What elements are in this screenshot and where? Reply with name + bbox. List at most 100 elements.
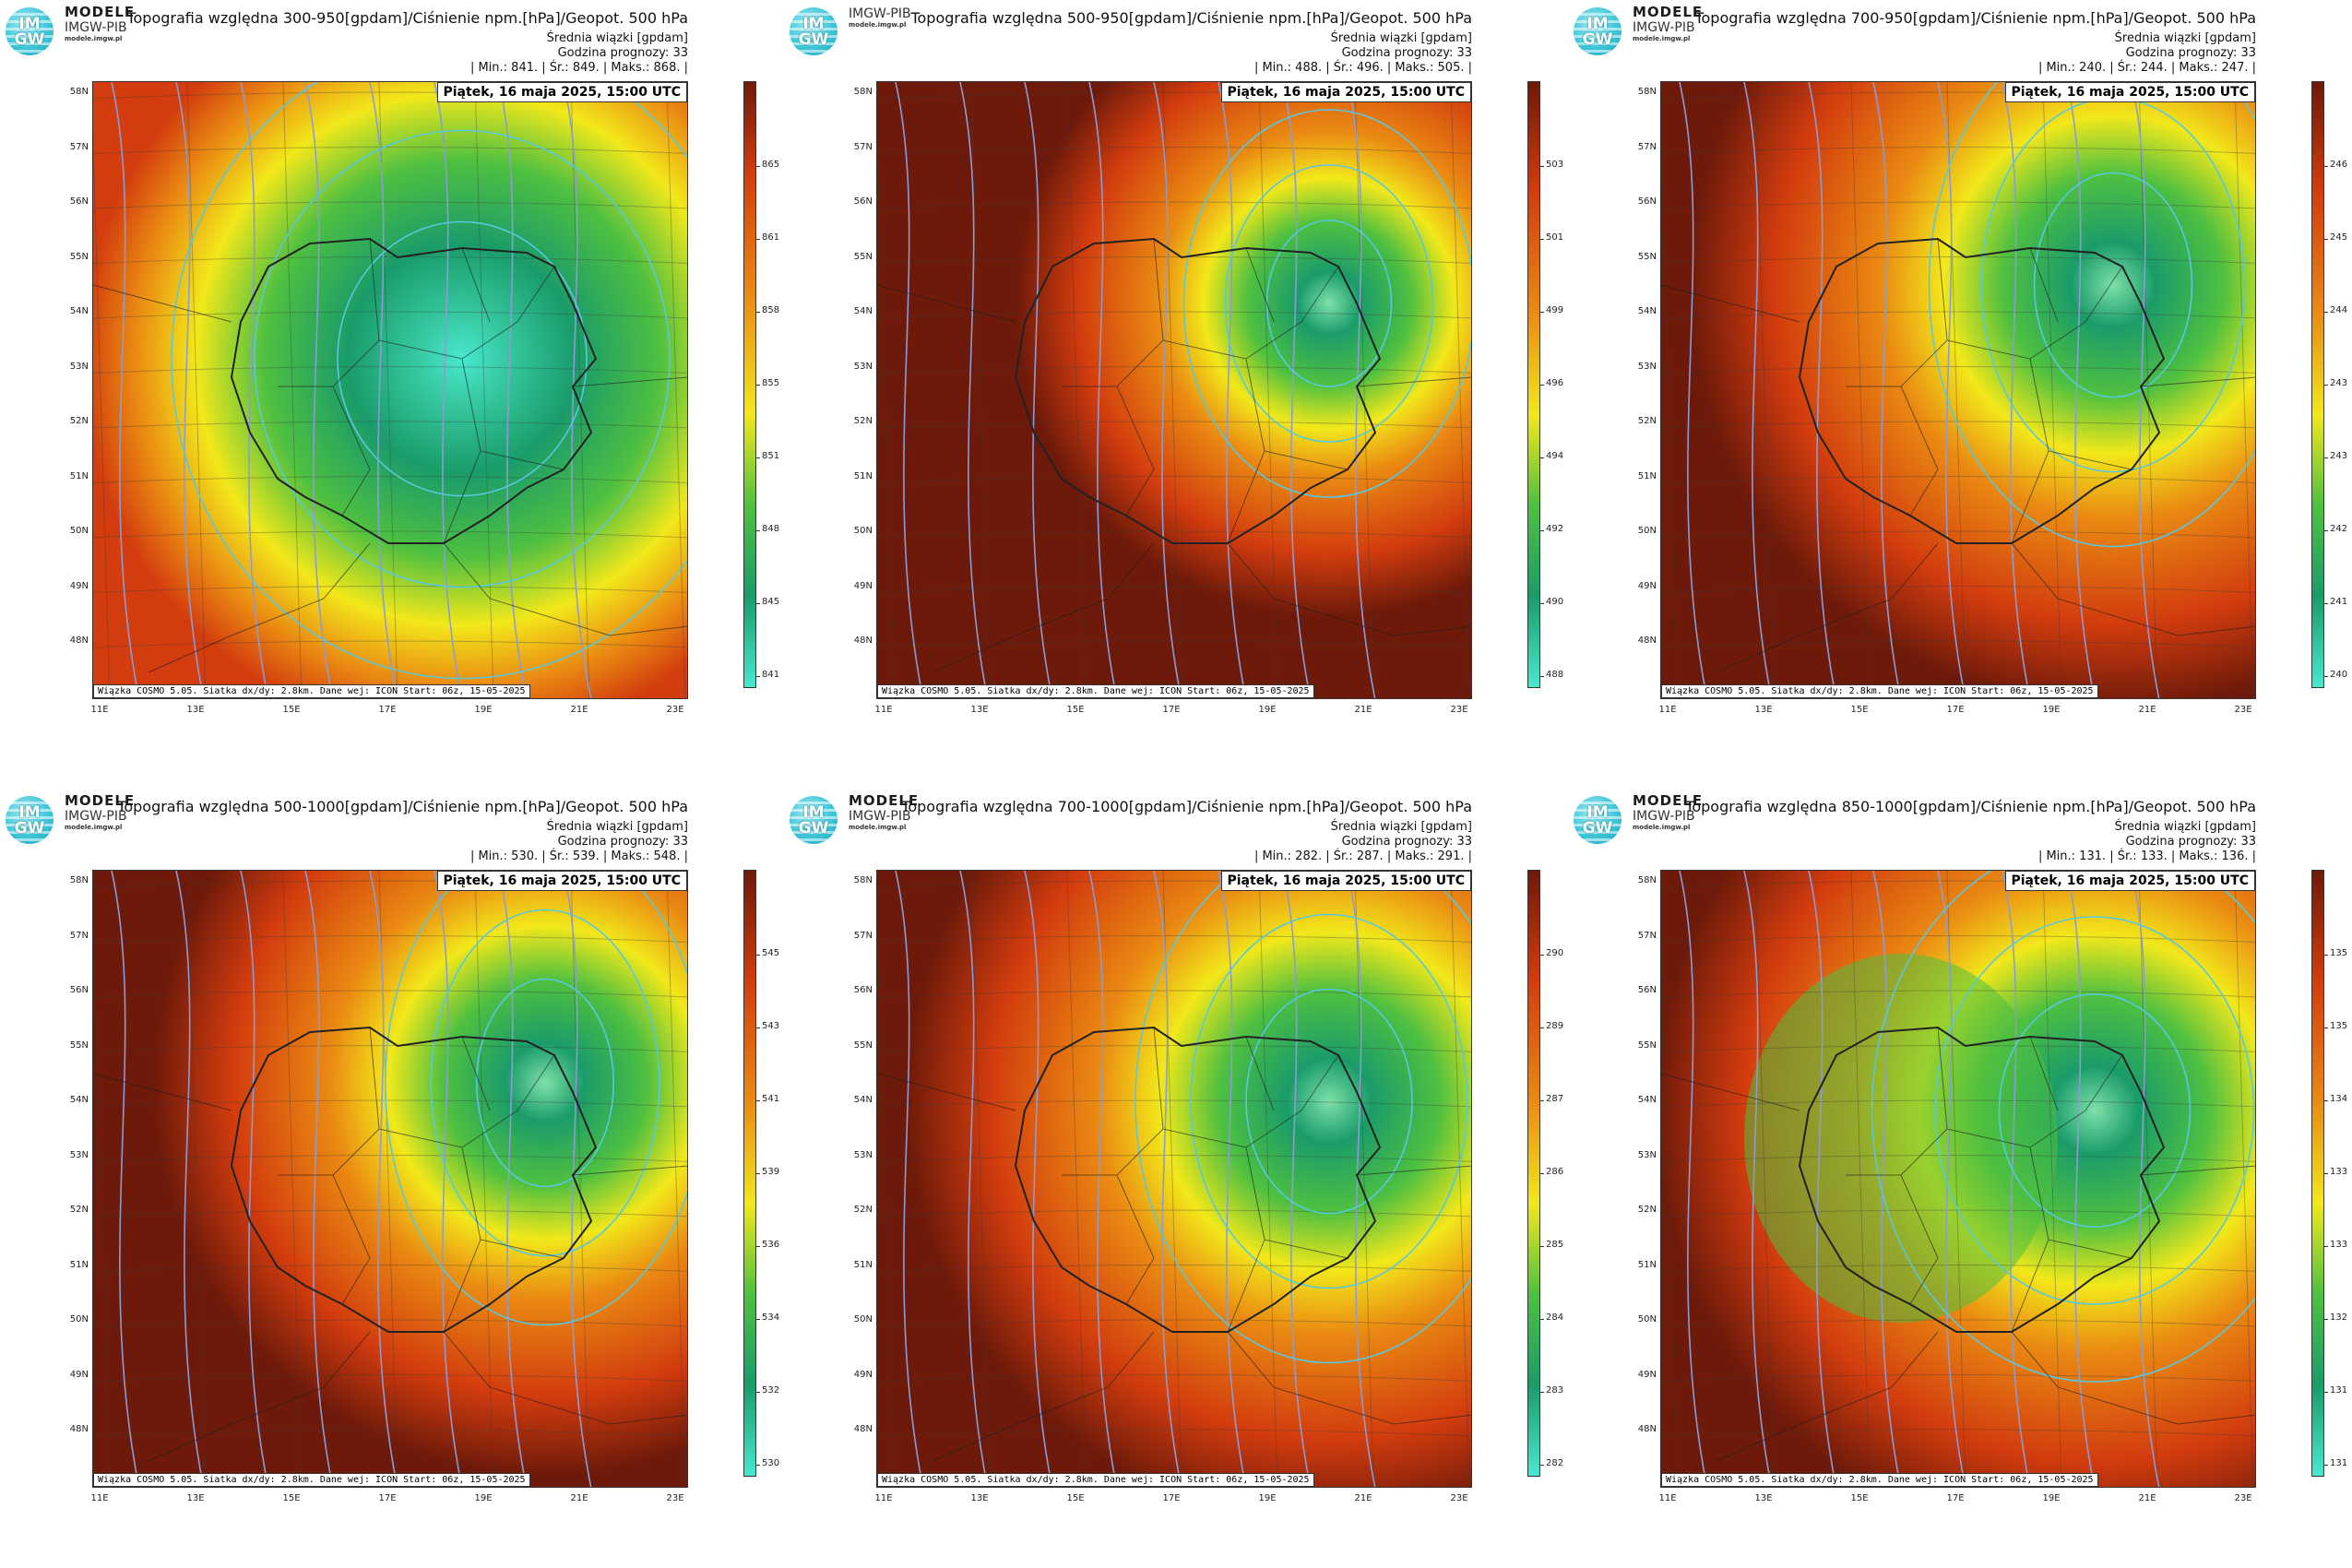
colorbar-label: 133 (2330, 1167, 2348, 1177)
valid-date: Piątek, 16 maja 2025, 15:00 UTC (2004, 82, 2255, 102)
longitude-line (2042, 871, 2062, 1487)
colorbar-tick (756, 1319, 760, 1320)
logo-wave (1574, 824, 1621, 826)
latitude-label: 54N (1637, 1095, 1657, 1105)
latitude-label: 56N (69, 196, 89, 207)
latitude-label: 55N (853, 251, 873, 262)
thickness-field (93, 82, 687, 698)
colorbar (1527, 81, 1540, 688)
brand-url[interactable]: modele.imgw.pl (849, 824, 907, 831)
colorbar-label: 287 (1546, 1094, 1564, 1104)
logo-wave (6, 35, 53, 38)
forecast-hour-label: Godzina prognozy: 33 (2125, 835, 2256, 849)
latitude-label: 56N (69, 985, 89, 995)
longitude-line (474, 82, 494, 698)
longitude-label: 17E (378, 1493, 397, 1503)
isobar-line (304, 871, 334, 1487)
isobar-line (2002, 82, 2031, 698)
logo-wave (1574, 802, 1621, 804)
longitude-label: 23E (1450, 1493, 1468, 1503)
latitude-label: 50N (1637, 1314, 1657, 1324)
logo-wave (1574, 13, 1621, 16)
longitude-label: 13E (1754, 1493, 1773, 1503)
colorbar-tick (1540, 457, 1544, 458)
colorbar-tick (1540, 1246, 1544, 1247)
longitude-label: 23E (2234, 1493, 2252, 1503)
colorbar-label: 135 (2330, 948, 2348, 958)
colorbar-tick (756, 603, 760, 604)
forecast-hour-label: Godzina prognozy: 33 (1341, 46, 1472, 60)
brand-url[interactable]: modele.imgw.pl (65, 35, 123, 42)
brand-url[interactable]: modele.imgw.pl (65, 824, 123, 831)
map-area: Piątek, 16 maja 2025, 15:00 UTC Wiązka CO… (1660, 81, 2256, 699)
latitude-line (93, 1209, 687, 1218)
brand-block: IMGW-PIB modele.imgw.pl (849, 6, 911, 29)
latitude-label: 49N (1637, 1369, 1657, 1380)
colorbar-tick (756, 1246, 760, 1247)
latitude-line (877, 990, 1471, 998)
isobar-line (240, 82, 269, 698)
longitude-line (2042, 82, 2062, 698)
latitude-label: 54N (853, 1095, 873, 1105)
colorbar-tick (1540, 1319, 1544, 1320)
geopotential-contour (1934, 916, 2255, 1305)
longitude-line (2234, 871, 2254, 1487)
logo-wave (790, 816, 837, 819)
brand-sub: IMGW-PIB (849, 809, 911, 824)
colorbar-tick (2324, 385, 2328, 386)
isobar-line (895, 82, 924, 698)
latitude-label: 50N (69, 526, 89, 536)
model-info: Wiązka COSMO 5.05. Siatka dx/dy: 2.8km. … (93, 1473, 530, 1487)
colorbar (2311, 870, 2324, 1477)
latitude-line (93, 256, 687, 264)
colorbar-tick (756, 1100, 760, 1101)
latitude-label: 56N (853, 196, 873, 207)
logo-wave (790, 35, 837, 38)
longitude-line (1258, 871, 1278, 1487)
latitude-label: 53N (69, 1149, 89, 1160)
thickness-map (877, 82, 1471, 698)
colorbar-tick (756, 1173, 760, 1174)
latitude-line (93, 1265, 687, 1272)
latitude-label: 57N (853, 141, 873, 152)
geopotential-contour (1245, 988, 1413, 1215)
ensemble-mean-label: Średnia wiązki [gpdam] (2114, 820, 2256, 834)
brand-url[interactable]: modele.imgw.pl (1633, 35, 1691, 42)
geopotential-contour (337, 220, 588, 497)
longitude-line (474, 871, 494, 1487)
thickness-map (877, 871, 1471, 1487)
colorbar (743, 870, 756, 1477)
logo-wave (1574, 831, 1621, 834)
isobar-line (1347, 82, 1376, 698)
brand-url[interactable]: modele.imgw.pl (1633, 824, 1691, 831)
longitude-line (1754, 82, 1775, 698)
colorbar-tick (756, 239, 760, 240)
colorbar-label: 286 (1546, 1167, 1564, 1177)
longitude-line (1354, 82, 1374, 698)
region-borders (877, 1027, 1471, 1462)
latitude-label: 53N (1637, 361, 1657, 372)
latitude-line (877, 147, 1471, 154)
latitude-label: 54N (69, 1095, 89, 1105)
latitude-line (877, 1099, 1471, 1108)
colorbar-label: 865 (762, 160, 780, 170)
isobar-line (1808, 871, 1837, 1487)
country-border (1798, 1026, 2166, 1333)
colorbar-label: 848 (762, 524, 780, 534)
brand-url[interactable]: modele.imgw.pl (849, 21, 907, 29)
forecast-hour-label: Godzina prognozy: 33 (2125, 46, 2256, 60)
longitude-line (666, 871, 686, 1487)
colorbar-tick (2324, 1100, 2328, 1101)
thickness-field (877, 82, 1471, 698)
latitude-line (1661, 1045, 2255, 1052)
valid-date: Piątek, 16 maja 2025, 15:00 UTC (1220, 82, 1471, 102)
map-title: Topografia względna 500-1000[gpdam]/Ciśn… (117, 798, 688, 815)
colorbar-tick (756, 457, 760, 458)
longitude-line (1661, 128, 1679, 698)
latitude-line (93, 311, 687, 319)
latitude-label: 51N (1637, 470, 1657, 481)
logo-wave (790, 831, 837, 834)
longitude-label: 21E (570, 705, 588, 715)
isobar-line (1282, 82, 1312, 698)
latitude-label: 53N (1637, 1149, 1657, 1160)
